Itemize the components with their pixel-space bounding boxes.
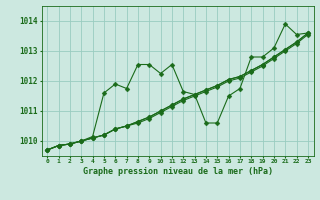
X-axis label: Graphe pression niveau de la mer (hPa): Graphe pression niveau de la mer (hPa) (83, 167, 273, 176)
